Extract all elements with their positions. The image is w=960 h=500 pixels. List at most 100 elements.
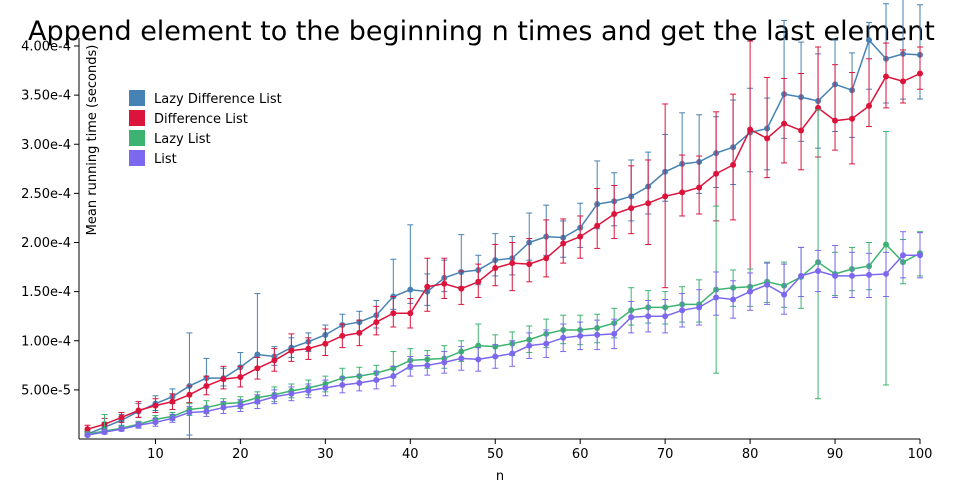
x-tick-label: 90	[827, 447, 844, 462]
data-point	[169, 398, 176, 405]
data-point	[492, 265, 499, 272]
data-point	[441, 359, 448, 366]
data-point	[917, 70, 923, 77]
data-point	[373, 319, 380, 326]
data-point	[798, 272, 805, 279]
data-point	[186, 409, 193, 416]
error-bar	[832, 64, 839, 151]
data-point	[628, 205, 635, 212]
data-point	[662, 313, 669, 320]
error-bar	[832, 244, 839, 299]
series-line	[87, 243, 921, 435]
error-bar	[713, 111, 720, 222]
data-point	[645, 200, 652, 207]
x-tick-label: 100	[908, 447, 933, 462]
series-line	[87, 38, 921, 435]
data-point	[458, 285, 465, 292]
series-3	[84, 231, 923, 440]
data-point	[288, 390, 295, 397]
series-1	[84, 40, 923, 434]
data-point	[84, 426, 91, 433]
data-point	[883, 241, 890, 248]
data-point	[305, 387, 312, 394]
data-point	[203, 408, 210, 415]
data-point	[220, 404, 227, 411]
data-point	[254, 351, 261, 358]
data-point	[152, 402, 159, 409]
data-point	[288, 347, 295, 354]
data-point	[747, 288, 754, 295]
data-point	[577, 332, 584, 339]
data-point	[747, 126, 754, 133]
data-point	[135, 407, 142, 414]
data-point	[764, 281, 771, 288]
data-point	[322, 340, 329, 347]
data-point	[475, 356, 482, 363]
data-point	[900, 78, 907, 85]
data-point	[220, 376, 227, 383]
y-axis-title: Mean running time (seconds)	[85, 45, 100, 236]
data-point	[883, 73, 890, 80]
data-point	[781, 120, 788, 127]
plot-area	[84, 0, 923, 440]
data-point	[662, 193, 669, 200]
data-point	[713, 170, 720, 177]
error-bar	[526, 238, 533, 283]
data-point	[560, 240, 567, 247]
error-bar	[798, 246, 805, 298]
y-tick-label: 1.50e-4	[21, 285, 71, 300]
data-point	[696, 184, 703, 191]
data-point	[509, 350, 516, 357]
y-tick-label: 2.00e-4	[21, 236, 71, 251]
y-tick-label: 2.50e-4	[21, 187, 71, 202]
x-tick-label: 80	[742, 447, 759, 462]
data-point	[645, 313, 652, 320]
data-point	[118, 414, 125, 421]
legend-label: Lazy Difference List	[154, 92, 282, 107]
error-bar	[900, 49, 907, 104]
legend-swatch	[129, 90, 145, 106]
data-point	[118, 426, 125, 433]
error-bar	[441, 257, 448, 300]
x-tick-label: 70	[657, 447, 674, 462]
data-point	[169, 415, 176, 422]
x-tick-label: 50	[487, 447, 504, 462]
error-bar	[713, 271, 720, 316]
x-tick-label: 30	[317, 447, 334, 462]
error-bar	[764, 76, 771, 179]
y-tick-label: 4.00e-4	[21, 40, 71, 55]
data-point	[322, 384, 329, 391]
data-point	[900, 252, 907, 259]
data-point	[832, 117, 839, 124]
data-point	[849, 272, 856, 279]
data-point	[577, 233, 584, 240]
axes: 10 20 30 40 50 60 70 80 90 100 5.00e-5 1.00e-4 1.50e…	[21, 38, 932, 462]
data-point	[424, 362, 431, 369]
data-point	[628, 314, 635, 321]
y-tick-label: 3.00e-4	[21, 138, 71, 153]
legend-item-3: List	[129, 150, 177, 167]
data-point	[713, 294, 720, 301]
data-point	[135, 422, 142, 429]
data-point	[237, 374, 244, 381]
data-point	[458, 355, 465, 362]
data-point	[543, 255, 550, 262]
error-bar	[866, 58, 873, 128]
data-point	[730, 296, 737, 303]
data-point	[475, 278, 482, 285]
data-point	[390, 373, 397, 380]
legend-item-0: Lazy Difference List	[129, 90, 282, 107]
data-point	[390, 310, 397, 317]
data-point	[866, 271, 873, 278]
data-point	[611, 330, 618, 337]
data-point	[866, 37, 873, 44]
data-point	[696, 304, 703, 311]
legend-label: List	[154, 152, 177, 167]
data-point	[526, 342, 533, 349]
data-point	[356, 379, 363, 386]
data-point	[407, 286, 414, 293]
data-point	[305, 345, 312, 352]
data-point	[271, 393, 278, 400]
data-point	[84, 432, 91, 439]
